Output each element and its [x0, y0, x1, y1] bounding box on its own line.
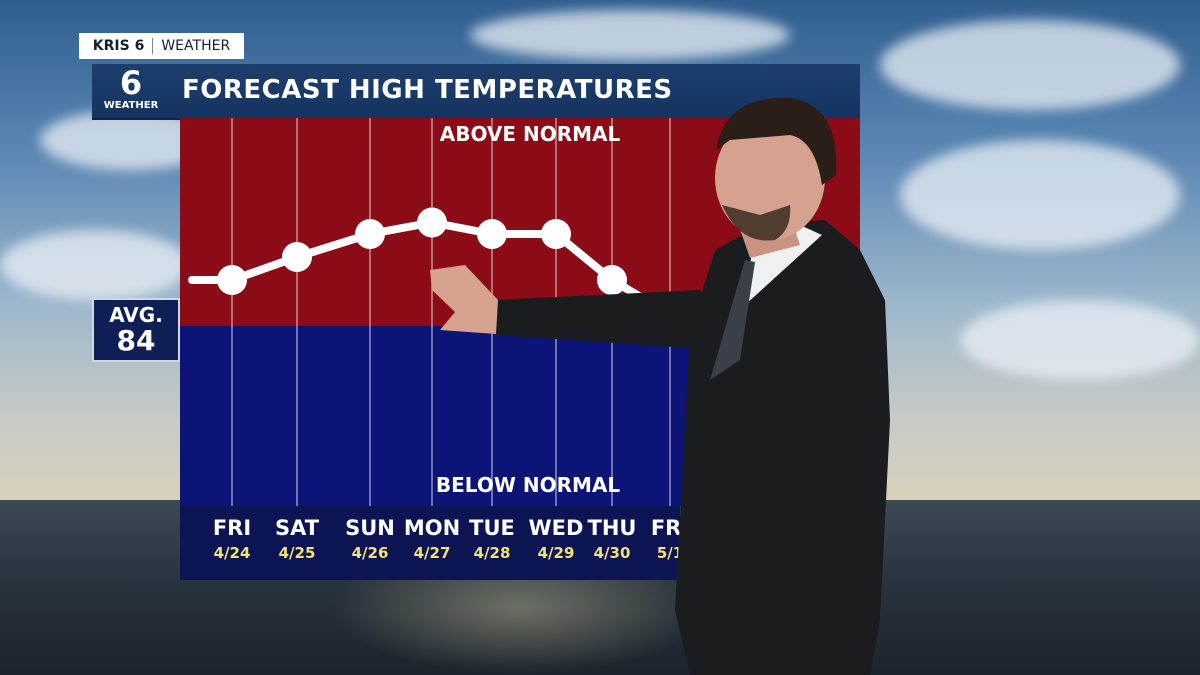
day-date: 4/27 — [413, 544, 451, 562]
temperature-point — [282, 242, 312, 272]
temperature-point — [541, 219, 571, 249]
day-name: SAT — [274, 516, 320, 540]
cloud — [880, 20, 1180, 110]
temperature-point — [355, 219, 385, 249]
below-normal-label: BELOW NORMAL — [436, 473, 620, 497]
presenter-tie — [710, 260, 755, 380]
day-date: 4/25 — [278, 544, 316, 562]
day-name: FRI — [212, 516, 252, 540]
title-bar: 6 WEATHER FORECAST HIGH TEMPERATURES — [92, 64, 860, 120]
cloud — [470, 10, 790, 60]
day-date: 4/26 — [351, 544, 389, 562]
station-logo-icon: 6 WEATHER — [100, 64, 162, 118]
day-label: TUE 4/28 — [457, 516, 527, 562]
temperature-points — [217, 207, 627, 295]
gridlines — [231, 118, 671, 506]
temperature-point — [217, 265, 247, 295]
day-date: 4/30 — [593, 544, 631, 562]
day-date: 5/1 — [656, 544, 684, 562]
day-label: SAT 4/25 — [262, 516, 332, 562]
logo-number: 6 — [119, 64, 143, 102]
day-label: WED 4/29 — [521, 516, 591, 562]
day-name: TUE — [469, 516, 515, 540]
above-normal-label: ABOVE NORMAL — [440, 122, 621, 146]
brand-divider — [152, 38, 154, 54]
day-name: MON — [403, 516, 461, 540]
day-label: MON 4/27 — [397, 516, 467, 562]
average-label: AVG. — [109, 303, 163, 327]
cloud — [900, 140, 1180, 250]
average-temperature-box: AVG. 84 — [92, 298, 180, 362]
cloud — [0, 230, 190, 300]
average-value: 84 — [116, 324, 156, 357]
day-label: SUN 4/26 — [335, 516, 405, 562]
graphic-title: FORECAST HIGH TEMPERATURES — [182, 75, 673, 105]
presenter-head — [715, 116, 825, 240]
day-name: THU — [587, 516, 637, 540]
presenter-beard — [722, 205, 791, 241]
temperature-point — [477, 219, 507, 249]
day-label: THU 4/30 — [577, 516, 647, 562]
day-name: SUN — [345, 516, 395, 540]
day-date: 4/28 — [473, 544, 511, 562]
section-name: WEATHER — [161, 38, 231, 54]
presenter-body — [675, 220, 890, 675]
day-date: 4/29 — [537, 544, 575, 562]
day-labels-bar: FRI 4/24 SAT 4/25 SUN 4/26 MON 4/27 TUE 4/28 WED 4/… — [180, 506, 689, 580]
presenter-arm — [495, 290, 720, 350]
temperature-point — [417, 207, 447, 238]
day-date: 4/24 — [213, 544, 251, 562]
presenter-hair — [716, 97, 837, 185]
station-name: KRIS 6 — [92, 38, 145, 54]
presenter-hand — [430, 265, 498, 334]
temperature-point — [597, 265, 627, 295]
logo-label: WEATHER — [103, 100, 159, 111]
day-label: FRI 4/24 — [197, 516, 267, 562]
day-name: WED — [528, 516, 584, 540]
station-brand-tag: KRIS 6 WEATHER — [79, 33, 244, 59]
cloud — [960, 300, 1200, 380]
